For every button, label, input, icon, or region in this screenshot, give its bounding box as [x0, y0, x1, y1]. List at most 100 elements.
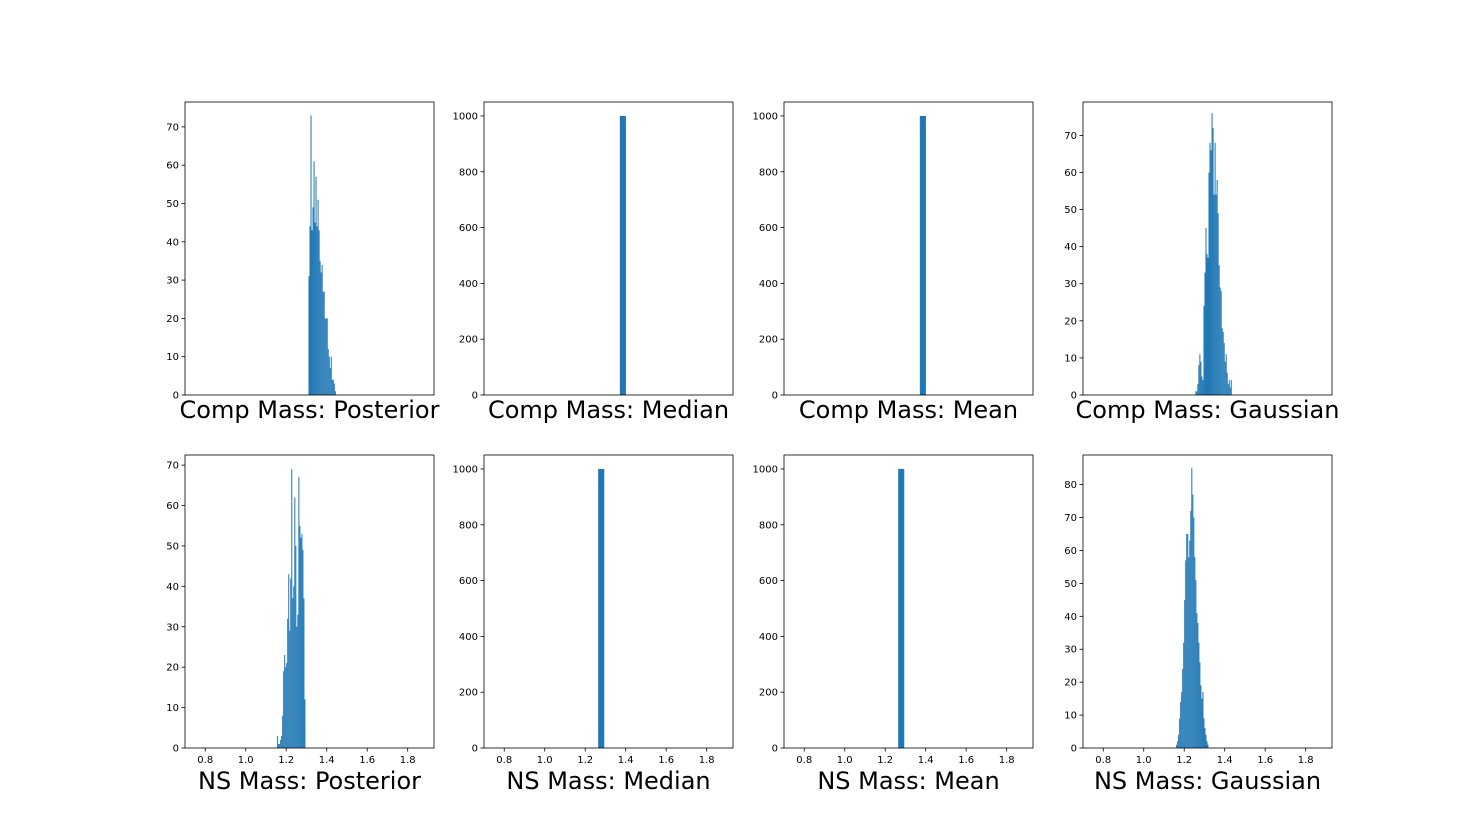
x-tick-label: 1.6 — [658, 755, 674, 766]
histogram-bar — [319, 260, 321, 395]
y-tick-label: 400 — [459, 632, 478, 643]
histogram-bar — [1184, 599, 1186, 748]
y-tick-label: 60 — [1064, 168, 1077, 179]
histogram-bar — [292, 598, 294, 748]
histogram-bar — [278, 743, 280, 748]
histogram-bar — [299, 525, 301, 748]
y-tick-label: 50 — [1064, 579, 1077, 590]
histogram-bar — [1187, 534, 1189, 748]
histogram-bar — [286, 663, 288, 748]
histogram-bar — [323, 291, 325, 395]
histogram-bar — [296, 626, 298, 748]
y-tick-label: 20 — [166, 314, 179, 325]
histogram-bar — [313, 161, 315, 395]
histogram-bar — [1209, 142, 1211, 395]
histogram-bar — [311, 230, 313, 395]
y-tick-label: 10 — [1064, 353, 1077, 364]
histogram-bar — [324, 318, 326, 395]
y-tick-label: 1000 — [453, 464, 478, 475]
y-tick-label: 30 — [166, 622, 179, 633]
y-tick-label: 0 — [173, 744, 179, 755]
y-tick-label: 20 — [1064, 678, 1077, 689]
y-tick-label: 800 — [459, 520, 478, 531]
subplot-4: 0 10 20 30 40 50 60 70 Comp Mass: Gaussian — [1064, 101, 1339, 424]
y-tick-label: 1000 — [753, 111, 778, 122]
y-tick-label: 50 — [1064, 205, 1077, 216]
histogram-bar — [300, 537, 302, 748]
histogram-bar — [1204, 728, 1206, 748]
axes-frame — [1082, 454, 1333, 749]
x-tick-label: 1.2 — [278, 755, 294, 766]
histogram-bar — [1224, 361, 1226, 395]
histogram-bar — [1202, 692, 1204, 748]
y-tick-label: 60 — [166, 161, 179, 172]
y-tick-label: 200 — [459, 335, 478, 346]
histogram-bar — [1188, 557, 1190, 748]
y-tick-label: 0 — [1071, 744, 1077, 755]
axes-frame — [783, 101, 1034, 396]
axes-frame — [184, 454, 435, 749]
y-tick-label: 50 — [166, 541, 179, 552]
histogram-bar — [1221, 328, 1223, 395]
histogram-bar — [1219, 287, 1221, 395]
y-tick-label: 40 — [1064, 242, 1077, 253]
histogram-bar — [1228, 380, 1230, 395]
histogram-bar — [1229, 387, 1231, 395]
histogram-bar — [1199, 354, 1201, 395]
y-tick-label: 80 — [1064, 480, 1077, 491]
y-tick-label: 30 — [1064, 645, 1077, 656]
histogram-bar — [289, 630, 291, 748]
histogram-bar — [294, 497, 296, 748]
histogram-bar — [309, 226, 311, 395]
y-tick-label: 0 — [472, 744, 478, 755]
x-tick-label: 0.8 — [496, 755, 512, 766]
subplot-7: 0 200 400 600 800 1000 0.8 1.0 1.2 1.4 1.6 1.8NS Ma… — [753, 454, 1034, 795]
histogram-bar — [328, 356, 330, 395]
histogram-bar — [1202, 380, 1204, 395]
histogram-bar — [1200, 361, 1202, 395]
y-tick-label: 800 — [459, 167, 478, 178]
x-tick-label: 0.8 — [796, 755, 812, 766]
x-axis-label: NS Mass: Posterior — [198, 767, 421, 795]
y-tick-label: 600 — [759, 576, 778, 587]
x-tick-label: 0.8 — [1095, 755, 1111, 766]
y-tick-label: 600 — [759, 223, 778, 234]
histogram-bar — [1215, 194, 1217, 395]
histogram-bar — [1191, 468, 1193, 748]
histogram-bar — [1210, 150, 1212, 395]
y-tick-label: 60 — [166, 501, 179, 512]
histogram-bar — [314, 222, 316, 395]
histogram-bar — [1180, 701, 1182, 748]
axes-frame — [483, 101, 734, 396]
histogram-bar — [293, 586, 295, 748]
y-tick-label: 10 — [166, 703, 179, 714]
y-tick-label: 60 — [1064, 546, 1077, 557]
axes-frame — [184, 101, 435, 396]
histogram-bar — [285, 667, 287, 748]
histogram-bar — [308, 276, 310, 395]
x-tick-label: 1.2 — [877, 755, 893, 766]
y-tick-label: 1000 — [453, 111, 478, 122]
histogram-bar — [1198, 642, 1200, 748]
x-axis-label: Comp Mass: Posterior — [180, 396, 440, 424]
histogram-bar — [1189, 540, 1191, 748]
y-tick-label: 0 — [472, 391, 478, 402]
x-tick-label: 1.6 — [359, 755, 375, 766]
subplot-1: 0 10 20 30 40 50 60 70 Comp Mass: Posterior — [166, 101, 440, 424]
histogram-bar — [1220, 291, 1222, 395]
histogram-bar — [1190, 510, 1192, 748]
histogram-bar — [316, 226, 318, 395]
y-tick-label: 10 — [166, 352, 179, 363]
histogram-bar — [325, 318, 327, 395]
histogram-bar — [1211, 113, 1213, 395]
histogram-bar — [919, 115, 926, 395]
y-tick-label: 30 — [1064, 279, 1077, 290]
histogram-bar — [1213, 194, 1215, 395]
histogram-bar — [279, 743, 281, 748]
y-tick-label: 40 — [1064, 612, 1077, 623]
y-tick-label: 30 — [166, 276, 179, 287]
histogram-bar — [331, 379, 333, 395]
histogram-bar — [330, 356, 332, 395]
histogram-bar — [283, 671, 285, 748]
histogram-bar — [1206, 741, 1208, 748]
